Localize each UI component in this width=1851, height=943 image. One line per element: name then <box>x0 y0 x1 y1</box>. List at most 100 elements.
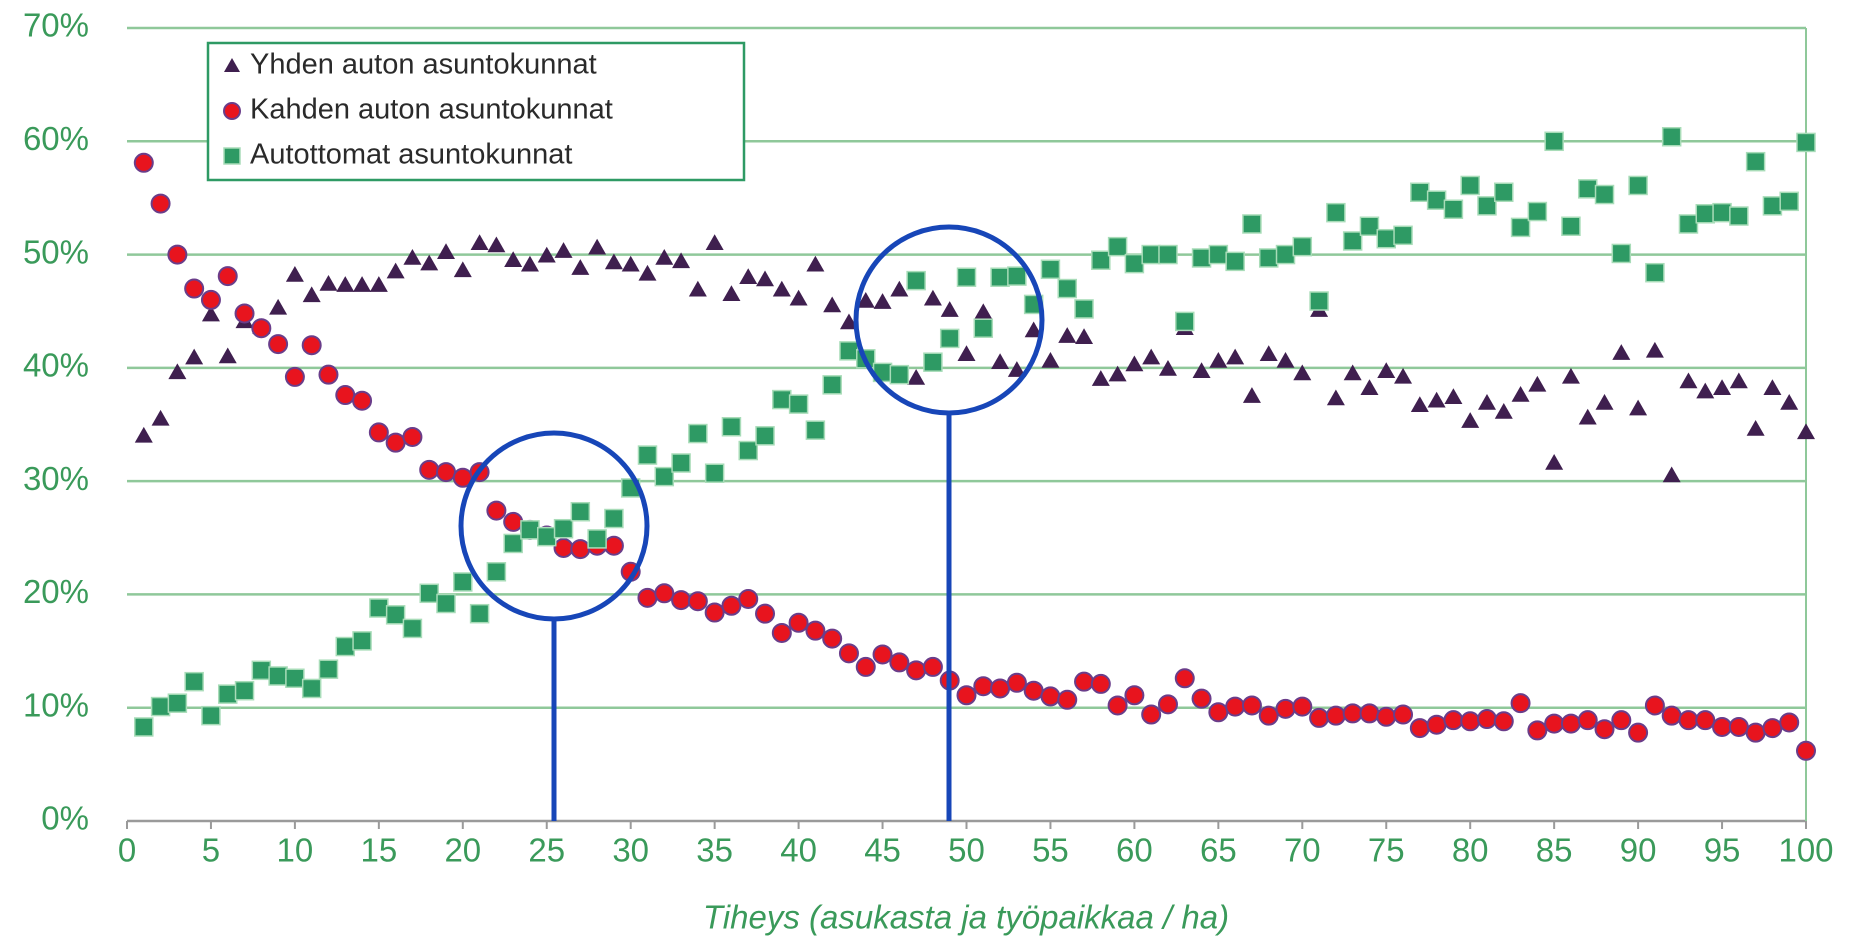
triangle-marker <box>185 348 204 365</box>
circle-marker <box>1040 686 1061 707</box>
triangle-marker <box>1394 367 1413 384</box>
y-tick-label: 30% <box>23 460 89 497</box>
y-tick-label: 10% <box>23 686 89 723</box>
triangle-marker <box>1729 372 1748 389</box>
circle-marker <box>1057 689 1078 710</box>
circle-marker <box>1628 722 1649 743</box>
triangle-marker <box>1444 388 1463 405</box>
square-marker <box>990 267 1010 287</box>
circle-marker <box>1460 711 1481 732</box>
circle-marker <box>1695 710 1716 731</box>
circle-marker <box>436 462 457 483</box>
circle-marker <box>1174 668 1195 689</box>
legend-box <box>206 41 746 182</box>
square-marker <box>1577 179 1598 199</box>
x-tick-label: 65 <box>1200 832 1237 869</box>
triangle-marker <box>437 243 456 260</box>
circle-marker <box>1745 722 1766 743</box>
square-marker <box>1510 217 1531 238</box>
triangle-marker <box>353 276 372 292</box>
circle-marker <box>1594 719 1615 740</box>
triangle-marker <box>1293 364 1312 381</box>
triangle-marker <box>1561 367 1580 384</box>
triangle-marker <box>1746 420 1765 436</box>
triangle-marker <box>1041 352 1060 368</box>
circle-marker <box>671 590 692 611</box>
triangle-marker <box>1007 361 1026 377</box>
circle-marker <box>1275 698 1296 719</box>
square-marker <box>688 423 708 444</box>
circle-marker <box>637 587 658 608</box>
square-marker <box>469 603 490 624</box>
square-marker <box>1342 231 1363 251</box>
circle-marker <box>486 500 507 521</box>
circle-marker <box>284 366 305 387</box>
triangle-marker <box>403 248 422 265</box>
x-tick-label: 85 <box>1536 832 1573 869</box>
circle-marker <box>402 426 423 447</box>
triangle-marker <box>940 301 959 317</box>
circle-marker <box>855 656 876 677</box>
triangle-marker <box>336 276 355 292</box>
circle-marker <box>603 535 624 556</box>
y-tick-label: 20% <box>23 573 89 610</box>
square-marker <box>369 598 389 618</box>
triangle-marker <box>1142 348 1161 365</box>
circle-marker <box>1560 713 1581 734</box>
triangle-marker <box>1662 466 1681 483</box>
grid: 0% 10% 20% 30% 40% 50% 60% 70% 0 5 10 15 20 25 30 35 40 4… <box>23 7 1834 869</box>
triangle-marker <box>1511 386 1530 402</box>
triangle-marker <box>856 292 875 308</box>
annotations <box>458 224 1045 821</box>
square-marker <box>973 318 994 338</box>
square-marker <box>318 659 339 679</box>
triangle-marker <box>672 252 691 269</box>
x-tick-label: 45 <box>864 832 901 869</box>
square-marker <box>1745 151 1766 172</box>
square-marker <box>1661 127 1682 147</box>
circle-marker <box>1476 709 1497 730</box>
circle-marker <box>788 612 809 633</box>
circle-marker <box>1376 706 1397 727</box>
square-marker <box>553 518 574 539</box>
square-marker <box>1477 196 1497 216</box>
square-marker <box>1527 201 1548 222</box>
square-marker <box>268 666 288 686</box>
triangle-marker <box>285 265 304 282</box>
square-marker <box>721 417 742 437</box>
triangle-marker <box>839 313 858 330</box>
circle-marker <box>1241 695 1262 716</box>
triangle-marker <box>134 426 153 443</box>
square-marker <box>671 453 691 473</box>
triangle-marker <box>1528 375 1547 392</box>
square-marker <box>1107 236 1128 257</box>
square-marker <box>1544 131 1564 152</box>
triangle-marker <box>1578 408 1597 425</box>
x-tick-label: 80 <box>1452 832 1489 869</box>
triangle-marker <box>218 347 237 364</box>
triangle-marker <box>537 246 556 263</box>
circle-marker <box>654 583 675 604</box>
circle-marker <box>1208 702 1229 723</box>
square-marker <box>906 270 926 291</box>
square-marker <box>1443 199 1464 220</box>
x-tick-label: 50 <box>948 832 985 869</box>
triangle-marker <box>369 276 388 292</box>
triangle-marker <box>1343 364 1362 381</box>
square-marker <box>839 341 859 361</box>
triangle-marker <box>487 236 506 253</box>
square-marker <box>1796 132 1816 153</box>
circle-marker <box>217 266 238 287</box>
square-marker <box>486 562 507 582</box>
triangle-marker <box>1158 359 1177 376</box>
x-tick-label: 90 <box>1620 832 1657 869</box>
square-marker <box>217 684 238 704</box>
square-marker <box>1191 248 1212 268</box>
circle-marker <box>301 335 322 356</box>
x-tick-label: 25 <box>528 832 565 869</box>
circle-marker <box>1493 711 1514 732</box>
triangle-marker <box>224 58 240 72</box>
x-tick-label: 35 <box>696 832 733 869</box>
triangle-marker <box>1125 355 1144 372</box>
circle-marker <box>1779 712 1800 733</box>
